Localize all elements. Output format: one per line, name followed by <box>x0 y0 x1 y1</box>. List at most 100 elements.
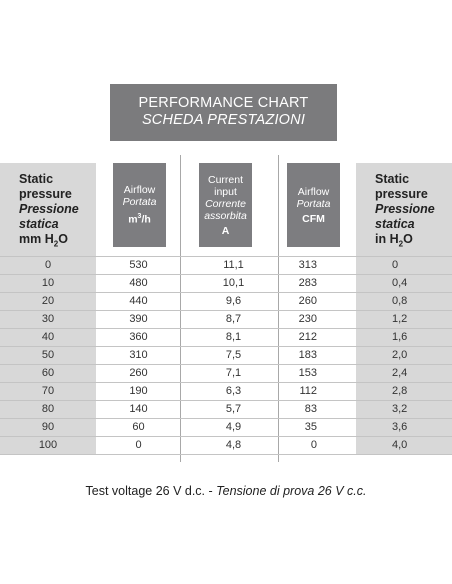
current-cell: 7,1 <box>225 367 242 379</box>
row-shade-left <box>0 257 96 274</box>
pressure-in-cell: 2,4 <box>392 367 408 379</box>
pressure-mm-cell: 90 <box>41 421 55 433</box>
pressure-in-cell: 2,8 <box>392 385 408 397</box>
row-shade-right <box>356 437 452 454</box>
pressure-in-cell: 1,6 <box>392 331 408 343</box>
pressure-mm-cell: 60 <box>41 367 55 379</box>
current-input-header: Current input Corrente assorbita A <box>199 163 252 247</box>
test-voltage-note: Test voltage 26 V d.c. - Tensione di pro… <box>85 484 367 498</box>
pressure-in-cell: 0 <box>392 259 399 271</box>
pressure-in-cell: 0,4 <box>392 277 408 289</box>
airflow-m3h-cell: 390 <box>129 313 148 325</box>
airflow-m3h-header: Airflow Portata m3/h <box>113 163 166 247</box>
static-pressure-mm-header: Static pressure Pressione statica mm H2O <box>0 163 96 256</box>
airflow-cfm-cell: 260 <box>298 295 317 307</box>
row-shade-left <box>0 275 96 292</box>
chart-title: PERFORMANCE CHART <box>138 95 309 111</box>
pressure-in-cell: 4,0 <box>392 439 408 451</box>
table-row: 50 310 7,5 183 2,0 <box>0 347 452 365</box>
airflow-m3h-cell: 260 <box>129 367 148 379</box>
airflow-cfm-cell: 212 <box>298 331 317 343</box>
pressure-mm-cell: 30 <box>41 313 55 325</box>
row-shade-right <box>356 257 452 274</box>
row-shade-right <box>356 311 452 328</box>
airflow-cfm-cell: 313 <box>298 259 317 271</box>
airflow-m3h-cell: 530 <box>129 259 148 271</box>
row-shade-right <box>356 293 452 310</box>
table-row: 10 480 10,1 283 0,4 <box>0 275 452 293</box>
table-row: 90 60 4,9 35 3,6 <box>0 419 452 437</box>
pressure-mm-cell: 10 <box>41 277 55 289</box>
current-cell: 4,8 <box>225 439 242 451</box>
row-shade-right <box>356 365 452 382</box>
pressure-mm-cell: 50 <box>41 349 55 361</box>
column-divider <box>180 155 181 462</box>
row-shade-left <box>0 329 96 346</box>
airflow-cfm-cell: 83 <box>304 403 317 415</box>
row-shade-left <box>0 419 96 436</box>
airflow-m3h-cell: 140 <box>129 403 148 415</box>
table-row: 70 190 6,3 112 2,8 <box>0 383 452 401</box>
current-cell: 7,5 <box>225 349 242 361</box>
airflow-cfm-cell: 0 <box>310 439 317 451</box>
current-cell: 8,1 <box>225 331 242 343</box>
table-row: 30 390 8,7 230 1,2 <box>0 311 452 329</box>
current-cell: 6,3 <box>225 385 242 397</box>
row-shade-left <box>0 365 96 382</box>
pressure-mm-cell: 40 <box>41 331 55 343</box>
airflow-cfm-cell: 283 <box>298 277 317 289</box>
table-row: 20 440 9,6 260 0,8 <box>0 293 452 311</box>
column-divider <box>278 155 279 462</box>
airflow-cfm-cell: 153 <box>298 367 317 379</box>
current-cell: 10,1 <box>222 277 245 289</box>
table-row: 100 0 4,8 0 4,0 <box>0 437 452 455</box>
row-shade-left <box>0 383 96 400</box>
table-row: 0 530 11,1 313 0 <box>0 257 452 275</box>
row-shade-right <box>356 383 452 400</box>
airflow-m3h-cell: 0 <box>135 439 142 451</box>
airflow-m3h-cell: 310 <box>129 349 148 361</box>
current-cell: 8,7 <box>225 313 242 325</box>
pressure-in-cell: 2,0 <box>392 349 408 361</box>
chart-title-italian: SCHEDA PRESTAZIONI <box>141 112 306 128</box>
pressure-mm-cell: 100 <box>38 439 58 451</box>
table-row: 60 260 7,1 153 2,4 <box>0 365 452 383</box>
pressure-in-cell: 1,2 <box>392 313 408 325</box>
airflow-m3h-cell: 360 <box>129 331 148 343</box>
row-shade-left <box>0 347 96 364</box>
row-shade-right <box>356 275 452 292</box>
airflow-m3h-cell: 440 <box>129 295 148 307</box>
pressure-mm-cell: 20 <box>41 295 55 307</box>
pressure-mm-cell: 0 <box>44 259 52 271</box>
row-shade-left <box>0 293 96 310</box>
current-cell: 5,7 <box>225 403 242 415</box>
current-cell: 9,6 <box>225 295 242 307</box>
airflow-m3h-cell: 190 <box>129 385 148 397</box>
row-shade-left <box>0 437 96 454</box>
pressure-in-cell: 3,2 <box>392 403 408 415</box>
pressure-in-cell: 3,6 <box>392 421 408 433</box>
current-cell: 11,1 <box>223 259 244 271</box>
row-shade-right <box>356 347 452 364</box>
table-row: 40 360 8,1 212 1,6 <box>0 329 452 347</box>
pressure-mm-cell: 80 <box>41 403 55 415</box>
static-pressure-in-header: Static pressure Pressione statica in H2O <box>356 163 452 256</box>
row-shade-right <box>356 329 452 346</box>
row-shade-left <box>0 311 96 328</box>
row-shade-right <box>356 419 452 436</box>
chart-title-box: PERFORMANCE CHART SCHEDA PRESTAZIONI <box>110 84 337 141</box>
airflow-m3h-cell: 480 <box>129 277 148 289</box>
pressure-mm-cell: 70 <box>41 385 55 397</box>
table-top-rule <box>0 256 452 257</box>
airflow-cfm-cell: 230 <box>298 313 317 325</box>
airflow-cfm-header: Airflow Portata CFM <box>287 163 340 247</box>
row-shade-left <box>0 401 96 418</box>
table-row: 80 140 5,7 83 3,2 <box>0 401 452 419</box>
airflow-m3h-cell: 60 <box>132 421 145 433</box>
airflow-cfm-cell: 112 <box>299 385 317 397</box>
pressure-in-cell: 0,8 <box>392 295 408 307</box>
row-shade-right <box>356 401 452 418</box>
airflow-cfm-cell: 35 <box>304 421 317 433</box>
airflow-cfm-cell: 183 <box>298 349 317 361</box>
current-cell: 4,9 <box>225 421 242 433</box>
